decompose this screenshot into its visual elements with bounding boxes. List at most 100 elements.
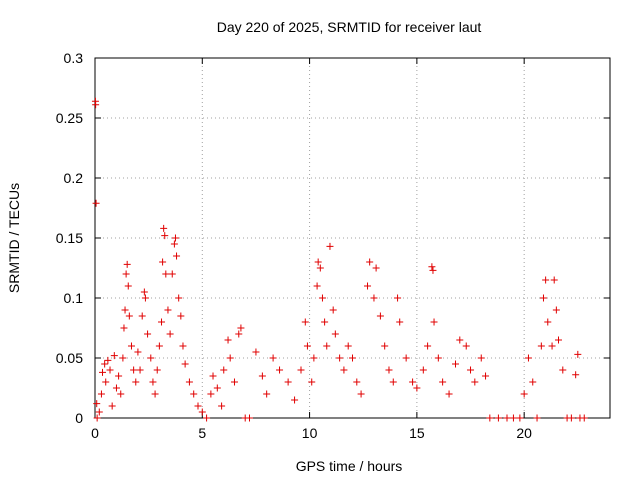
data-point xyxy=(179,342,187,350)
data-point xyxy=(258,372,266,380)
data-point xyxy=(190,390,198,398)
data-point xyxy=(159,258,167,266)
data-point xyxy=(213,384,221,392)
data-point xyxy=(318,294,326,302)
data-point xyxy=(151,390,159,398)
x-tick-label: 0 xyxy=(91,425,99,441)
data-point xyxy=(413,384,421,392)
data-point xyxy=(329,306,337,314)
data-point xyxy=(555,336,562,344)
data-point xyxy=(218,402,226,410)
data-point xyxy=(136,366,144,374)
data-point xyxy=(301,318,309,326)
data-point xyxy=(160,224,168,232)
data-point xyxy=(567,414,575,422)
data-point xyxy=(529,378,537,386)
data-point xyxy=(117,390,125,398)
data-point xyxy=(429,266,437,274)
data-point xyxy=(494,414,502,422)
data-point xyxy=(424,342,432,350)
data-point xyxy=(235,330,243,338)
data-point xyxy=(144,330,152,338)
data-point xyxy=(166,330,174,338)
data-point xyxy=(539,294,547,302)
data-point xyxy=(445,390,453,398)
data-point xyxy=(185,378,193,386)
data-point xyxy=(120,324,128,332)
data-point xyxy=(93,400,101,408)
y-tick-label: 0.05 xyxy=(56,350,83,366)
data-point xyxy=(548,342,556,350)
data-point xyxy=(316,264,324,272)
data-point xyxy=(158,318,166,326)
data-point xyxy=(106,366,114,374)
data-point xyxy=(572,371,580,379)
data-point xyxy=(237,324,245,332)
data-point xyxy=(284,378,292,386)
data-point xyxy=(92,199,100,207)
y-tick-label: 0.15 xyxy=(56,230,83,246)
data-point xyxy=(138,312,146,320)
data-point xyxy=(574,350,582,358)
data-point xyxy=(153,366,161,374)
data-points xyxy=(91,97,588,422)
data-point xyxy=(276,366,284,374)
y-axis-label: SRMTID / TECUs xyxy=(6,183,22,293)
data-point xyxy=(170,240,178,248)
data-point xyxy=(209,372,217,380)
data-point xyxy=(224,336,232,344)
data-point xyxy=(93,414,101,422)
data-point xyxy=(168,270,176,278)
data-point xyxy=(340,366,348,374)
data-point xyxy=(462,342,470,350)
data-point xyxy=(123,260,131,268)
data-point xyxy=(559,366,567,374)
data-point xyxy=(110,352,118,360)
data-point xyxy=(115,372,123,380)
data-point xyxy=(353,378,361,386)
data-point xyxy=(409,378,417,386)
data-point xyxy=(122,270,130,278)
data-point xyxy=(552,306,560,314)
data-point xyxy=(381,342,389,350)
data-point xyxy=(147,354,155,362)
data-point xyxy=(344,342,352,350)
data-point xyxy=(366,258,374,266)
data-point xyxy=(181,360,189,368)
data-point xyxy=(226,354,234,362)
data-point xyxy=(161,232,169,240)
data-point xyxy=(141,294,149,302)
x-tick-label: 5 xyxy=(198,425,206,441)
data-point xyxy=(125,312,133,320)
data-point xyxy=(467,366,475,374)
data-point xyxy=(542,276,550,284)
data-point xyxy=(349,354,356,362)
data-point xyxy=(252,348,260,356)
y-tick-label: 0 xyxy=(75,410,83,426)
data-point xyxy=(171,234,179,242)
data-point xyxy=(580,414,588,422)
data-point xyxy=(92,101,100,109)
axis-ticks xyxy=(94,57,610,419)
x-tick-label: 15 xyxy=(409,425,425,441)
tick-labels: 0 5 10 15 20 0 0.05 0.1 0.15 0.2 0.25 0.3 xyxy=(56,50,532,441)
chart-title: Day 220 of 2025, SRMTID for receiver lau… xyxy=(217,19,482,35)
data-point xyxy=(162,270,170,278)
data-point xyxy=(220,366,228,374)
data-point xyxy=(164,306,172,314)
data-point xyxy=(482,372,490,380)
data-point xyxy=(533,414,541,422)
data-point xyxy=(396,318,404,326)
data-point xyxy=(439,378,447,386)
data-point xyxy=(303,342,311,350)
data-point xyxy=(503,414,511,422)
grid-lines xyxy=(95,58,610,418)
data-point xyxy=(246,414,253,422)
data-point xyxy=(95,408,103,416)
data-point xyxy=(308,378,316,386)
data-point xyxy=(102,378,110,386)
data-point xyxy=(537,342,545,350)
data-point xyxy=(140,288,148,296)
data-point xyxy=(310,354,318,362)
